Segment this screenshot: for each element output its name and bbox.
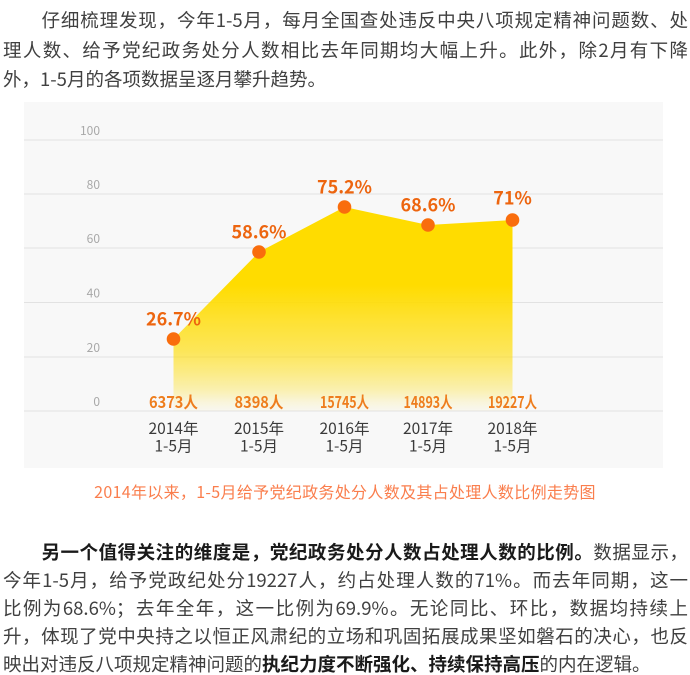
svg-text:1-5月: 1-5月: [409, 435, 447, 457]
svg-text:6373人: 6373人: [149, 389, 198, 413]
svg-text:2016年: 2016年: [320, 417, 370, 439]
svg-text:40: 40: [87, 285, 101, 302]
svg-text:1-5月: 1-5月: [325, 435, 363, 457]
svg-text:20: 20: [87, 339, 101, 356]
svg-text:60: 60: [87, 230, 101, 247]
svg-text:75.2%: 75.2%: [317, 174, 372, 200]
svg-text:2017年: 2017年: [403, 417, 453, 439]
svg-text:1-5月: 1-5月: [154, 435, 192, 457]
svg-text:68.6%: 68.6%: [400, 192, 455, 218]
svg-text:80: 80: [87, 176, 101, 193]
svg-text:0: 0: [93, 393, 100, 410]
svg-text:26.7%: 26.7%: [146, 306, 201, 332]
svg-text:71%: 71%: [493, 184, 532, 210]
svg-text:2018年: 2018年: [488, 417, 538, 439]
svg-text:100: 100: [80, 122, 100, 139]
svg-text:58.6%: 58.6%: [231, 219, 286, 245]
svg-text:1-5月: 1-5月: [493, 435, 531, 457]
svg-text:19227人: 19227人: [488, 389, 537, 413]
svg-text:15745人: 15745人: [320, 389, 369, 413]
svg-text:2014年: 2014年: [149, 417, 199, 439]
svg-text:8398人: 8398人: [235, 389, 284, 413]
svg-text:1-5月: 1-5月: [240, 435, 278, 457]
svg-text:14893人: 14893人: [404, 389, 453, 413]
svg-text:2015年: 2015年: [234, 417, 284, 439]
